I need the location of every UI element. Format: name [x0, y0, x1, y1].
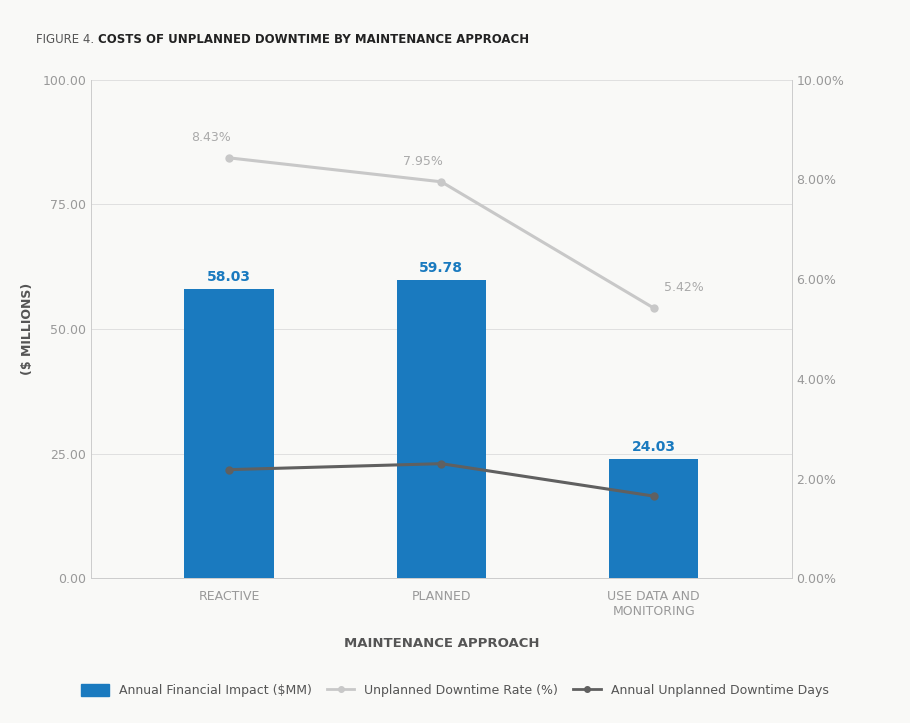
- Text: 24.03: 24.03: [632, 440, 676, 453]
- Bar: [397, 281, 486, 578]
- X-axis label: MAINTENANCE APPROACH: MAINTENANCE APPROACH: [344, 637, 539, 650]
- Text: FIGURE 4.: FIGURE 4.: [36, 33, 98, 46]
- Y-axis label: ($ MILLIONS): ($ MILLIONS): [21, 283, 34, 375]
- Text: 59.78: 59.78: [420, 261, 463, 275]
- Legend: Annual Financial Impact ($MM), Unplanned Downtime Rate (%), Annual Unplanned Dow: Annual Financial Impact ($MM), Unplanned…: [76, 680, 834, 702]
- Bar: [185, 289, 274, 578]
- Text: 58.03: 58.03: [207, 270, 251, 284]
- Text: 5.42%: 5.42%: [664, 281, 704, 294]
- Text: COSTS OF UNPLANNED DOWNTIME BY MAINTENANCE APPROACH: COSTS OF UNPLANNED DOWNTIME BY MAINTENAN…: [98, 33, 530, 46]
- Text: 8.43%: 8.43%: [191, 131, 230, 144]
- Bar: [609, 458, 698, 578]
- Text: 7.95%: 7.95%: [403, 155, 443, 168]
